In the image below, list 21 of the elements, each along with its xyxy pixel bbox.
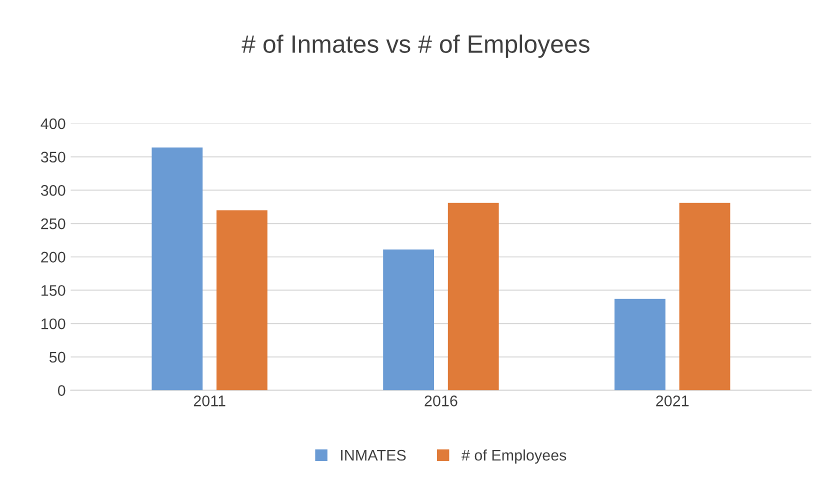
bar: [614, 298, 666, 390]
y-tick-label: 400: [40, 118, 66, 130]
bar: [216, 210, 268, 390]
bar: [383, 250, 434, 390]
chart-title: # of Inmates vs # of Employees: [242, 34, 590, 58]
bar: [679, 202, 730, 390]
legend-label: INMATES: [341, 450, 406, 461]
y-tick-label: 250: [41, 218, 66, 230]
bar: [152, 148, 203, 390]
y-tick-label: 50: [49, 352, 66, 363]
y-tick-label: 200: [41, 252, 66, 263]
x-tick-label: 2016: [424, 396, 458, 406]
y-tick-label: 350: [40, 152, 66, 163]
x-tick-label: 2011: [194, 396, 226, 406]
legend-label: # of Employees: [461, 449, 566, 464]
x-tick-label: 2021: [656, 396, 689, 406]
y-tick-label: 300: [40, 185, 66, 196]
y-tick-label: 100: [42, 318, 66, 330]
y-tick-label: 150: [42, 285, 66, 296]
bar: [448, 202, 499, 390]
y-tick-label: 0: [58, 385, 66, 396]
